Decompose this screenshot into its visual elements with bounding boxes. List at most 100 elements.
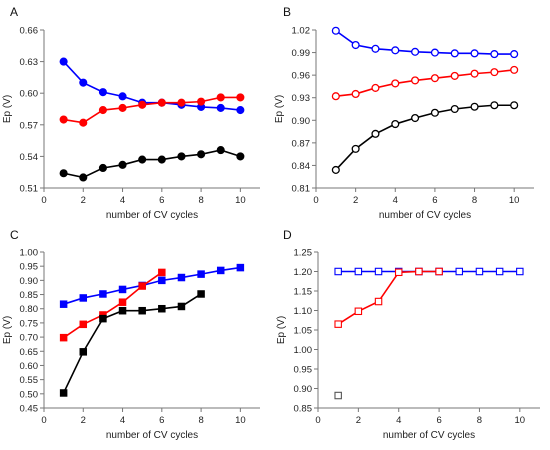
series-0 [59, 263, 245, 308]
data-point [59, 300, 68, 308]
panel-D: D 0 2 4 6 8 10 0.85 0.90 0.95 1.00 1.05 1.10 1.15 1.20… [276, 228, 540, 441]
x-tick-label: 6 [432, 195, 437, 206]
y-tick-label: 1.00 [294, 345, 313, 356]
data-point [510, 101, 519, 110]
x-tick-label: 10 [235, 195, 246, 206]
data-point [351, 40, 360, 50]
y-tick-label: 0.70 [20, 333, 39, 344]
series-line [335, 69, 515, 98]
data-point [516, 267, 524, 276]
y-tick-label: 0.55 [20, 375, 39, 386]
data-point [351, 144, 360, 153]
y-tick-label: 0.54 [20, 152, 39, 163]
data-point [118, 298, 127, 306]
x-tick-label: 8 [472, 195, 477, 206]
data-point [510, 50, 519, 59]
data-point [98, 163, 107, 173]
data-point [158, 304, 166, 313]
data-point [99, 314, 107, 323]
x-tick-label: 4 [393, 195, 398, 206]
data-point [391, 46, 400, 55]
x-axis-label: number of CV cycles [106, 210, 198, 221]
data-point [236, 93, 245, 102]
data-point [158, 268, 166, 277]
data-point [236, 263, 245, 272]
data-point [59, 57, 68, 66]
series-2 [334, 391, 342, 400]
data-point [411, 76, 420, 85]
data-point [98, 88, 107, 97]
y-tick-label: 0.95 [20, 262, 39, 273]
data-point [177, 98, 186, 107]
y-tick-label: 0.95 [294, 365, 313, 376]
y-tick-label: 0.96 [292, 71, 311, 82]
data-point [331, 92, 340, 101]
data-point [216, 146, 225, 155]
x-tick-label: 4 [396, 415, 401, 426]
y-axis-label: Ep (V) [274, 95, 285, 123]
y-tick-label: 0.63 [20, 57, 39, 68]
panel-A: A 0 2 4 6 8 10 0.51 0.54 0.57 0.60 0.63 0.66 number o… [2, 5, 260, 221]
data-point [510, 65, 519, 74]
y-tick-label: 0.90 [294, 384, 313, 395]
data-point [216, 266, 225, 275]
x-tick-label: 2 [81, 415, 86, 426]
data-point [354, 307, 363, 316]
x-tick-label: 8 [198, 195, 203, 206]
series-0 [331, 26, 519, 59]
data-point [495, 267, 504, 276]
x-tick-label: 10 [515, 415, 526, 426]
x-tick-label: 10 [235, 415, 246, 426]
series-1 [59, 268, 166, 342]
data-point [470, 49, 479, 58]
data-point [118, 160, 127, 169]
series-1 [59, 93, 245, 127]
data-point [354, 267, 363, 276]
data-point [371, 83, 380, 92]
y-tick-label: 0.60 [20, 89, 39, 100]
x-tick-label: 0 [315, 415, 320, 426]
data-point [99, 290, 107, 298]
data-point [79, 78, 88, 87]
series-line [335, 30, 515, 55]
x-axis-label: number of CV cycles [383, 430, 475, 441]
y-tick-label: 0.85 [294, 404, 313, 415]
panel-label: D [283, 228, 292, 242]
y-tick-label: 0.65 [20, 347, 39, 358]
data-point [157, 98, 166, 107]
y-tick-label: 0.75 [20, 318, 39, 329]
data-point [411, 47, 420, 56]
y-tick-label: 0.80 [20, 304, 39, 315]
data-point [79, 320, 88, 329]
data-point [475, 267, 484, 276]
data-point [351, 89, 360, 99]
x-tick-label: 8 [198, 415, 203, 426]
x-tick-label: 4 [120, 415, 125, 426]
data-point [138, 282, 146, 290]
data-point [490, 68, 499, 77]
data-point [177, 302, 186, 311]
data-point [157, 155, 166, 164]
data-point [450, 49, 459, 58]
data-point [334, 320, 342, 328]
data-point [216, 103, 225, 112]
data-point [59, 115, 68, 124]
data-point [435, 267, 443, 276]
y-tick-label: 0.99 [292, 48, 311, 59]
series-1 [334, 267, 443, 328]
data-point [371, 129, 380, 138]
x-tick-label: 0 [41, 195, 46, 206]
data-point [79, 118, 88, 127]
x-tick-label: 6 [436, 415, 441, 426]
data-point [334, 391, 342, 400]
x-tick-label: 8 [477, 415, 482, 426]
y-tick-label: 1.05 [294, 326, 313, 337]
panel-label: B [283, 5, 291, 19]
data-point [118, 306, 127, 315]
data-point [490, 50, 499, 59]
data-point [158, 276, 166, 285]
data-point [138, 100, 147, 109]
data-point [411, 113, 420, 123]
x-tick-label: 2 [353, 195, 358, 206]
